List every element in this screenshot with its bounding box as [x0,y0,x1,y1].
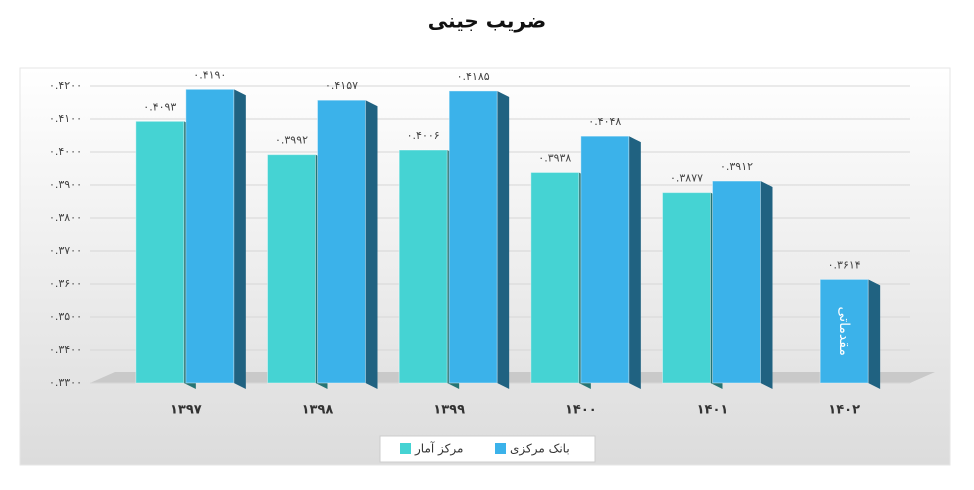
y-tick-label: ۰.۳۹۰۰ [49,178,82,191]
y-tick-label: ۰.۳۳۰۰ [49,376,82,389]
x-tick-label: ۱۴۰۲ [828,403,860,418]
y-tick-label: ۰.۳۵۰۰ [49,310,82,323]
value-label: ۰.۳۸۷۷ [670,172,703,185]
legend-swatch [495,443,506,454]
x-tick-label: ۱۳۹۸ [302,403,334,418]
y-tick-label: ۰.۳۴۰۰ [49,343,82,356]
bar-side [497,90,510,389]
bar [267,154,316,384]
bar [398,149,448,384]
legend-box [379,435,596,463]
bar [317,99,366,384]
bar-side [233,89,246,390]
x-tick-label: ۱۴۰۰ [565,403,597,418]
bar [819,278,869,384]
legend-label: بانک مرکزی [510,442,570,457]
bar [662,192,711,384]
value-label: ۰.۳۹۳۸ [538,151,571,164]
value-label: ۰.۴۱۸۵ [457,70,490,83]
annotation: مقدماتی [836,307,852,356]
legend-swatch [400,443,411,454]
y-tick-label: ۰.۴۲۰۰ [49,79,82,92]
bar [448,90,498,384]
x-tick-label: ۱۳۹۷ [170,403,202,418]
y-tick-label: ۰.۳۷۰۰ [49,244,82,257]
value-label: ۰.۳۹۱۲ [720,160,753,173]
bar [712,180,761,384]
value-label: ۰.۴۰۰۶ [407,129,440,142]
value-label: ۰.۴۱۵۷ [325,79,358,92]
value-label: ۰.۳۶۱۴ [828,258,861,271]
value-label: ۰.۴۰۴۸ [588,115,621,128]
y-tick-label: ۰.۳۸۰۰ [49,211,82,224]
legend-label: مرکز آمار [414,441,463,457]
bar-side [868,279,881,389]
bar [185,88,235,384]
value-label: ۰.۴۱۹۰ [193,68,226,81]
bar [580,135,630,384]
y-tick-label: ۰.۳۶۰۰ [49,277,82,290]
y-tick-label: ۰.۴۰۰۰ [49,145,82,158]
bar-side [365,100,378,389]
x-tick-label: ۱۴۰۱ [697,403,729,418]
bar [135,120,185,384]
bar-side [628,136,641,389]
bar-side [760,181,773,389]
bar [530,171,580,384]
y-tick-label: ۰.۴۱۰۰ [49,112,82,125]
chart-title: ضریب جینی [428,9,546,33]
value-label: ۰.۳۹۹۲ [275,134,308,147]
x-tick-label: ۱۳۹۹ [433,403,465,418]
value-label: ۰.۴۰۹۳ [143,100,176,113]
